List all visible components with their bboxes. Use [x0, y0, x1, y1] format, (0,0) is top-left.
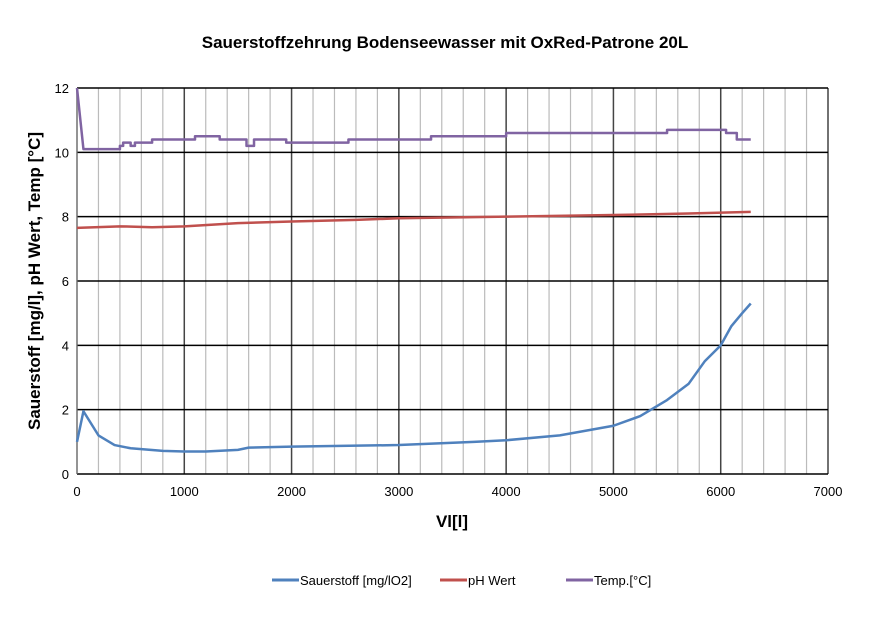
y-tick-label: 12	[55, 81, 69, 96]
x-tick-label: 5000	[599, 484, 628, 499]
x-tick-label: 1000	[170, 484, 199, 499]
x-tick-label: 3000	[384, 484, 413, 499]
series-line-1	[76, 210, 751, 230]
y-tick-label: 4	[62, 338, 69, 353]
x-axis-label: Vl[l]	[436, 512, 468, 531]
x-tick-label: 6000	[706, 484, 735, 499]
legend-label: Temp.[°C]	[594, 573, 651, 588]
x-tick-label: 4000	[492, 484, 521, 499]
series-line-0	[75, 302, 752, 453]
x-tick-label: 2000	[277, 484, 306, 499]
x-tick-label: 0	[73, 484, 80, 499]
y-axis-label: Sauerstoff [mg/l], pH Wert, Temp [°C]	[25, 132, 44, 430]
y-tick-label: 10	[55, 145, 69, 160]
y-tick-label: 2	[62, 403, 69, 418]
y-tick-label: 0	[62, 467, 69, 482]
y-tick-label: 8	[62, 210, 69, 225]
y-tick-label: 6	[62, 274, 69, 289]
chart-title: Sauerstoffzehrung Bodenseewasser mit OxR…	[202, 33, 689, 52]
x-tick-label: 7000	[814, 484, 843, 499]
series-line-2	[75, 87, 751, 151]
legend-label: pH Wert	[468, 573, 516, 588]
legend-label: Sauerstoff [mg/lO2]	[300, 573, 412, 588]
